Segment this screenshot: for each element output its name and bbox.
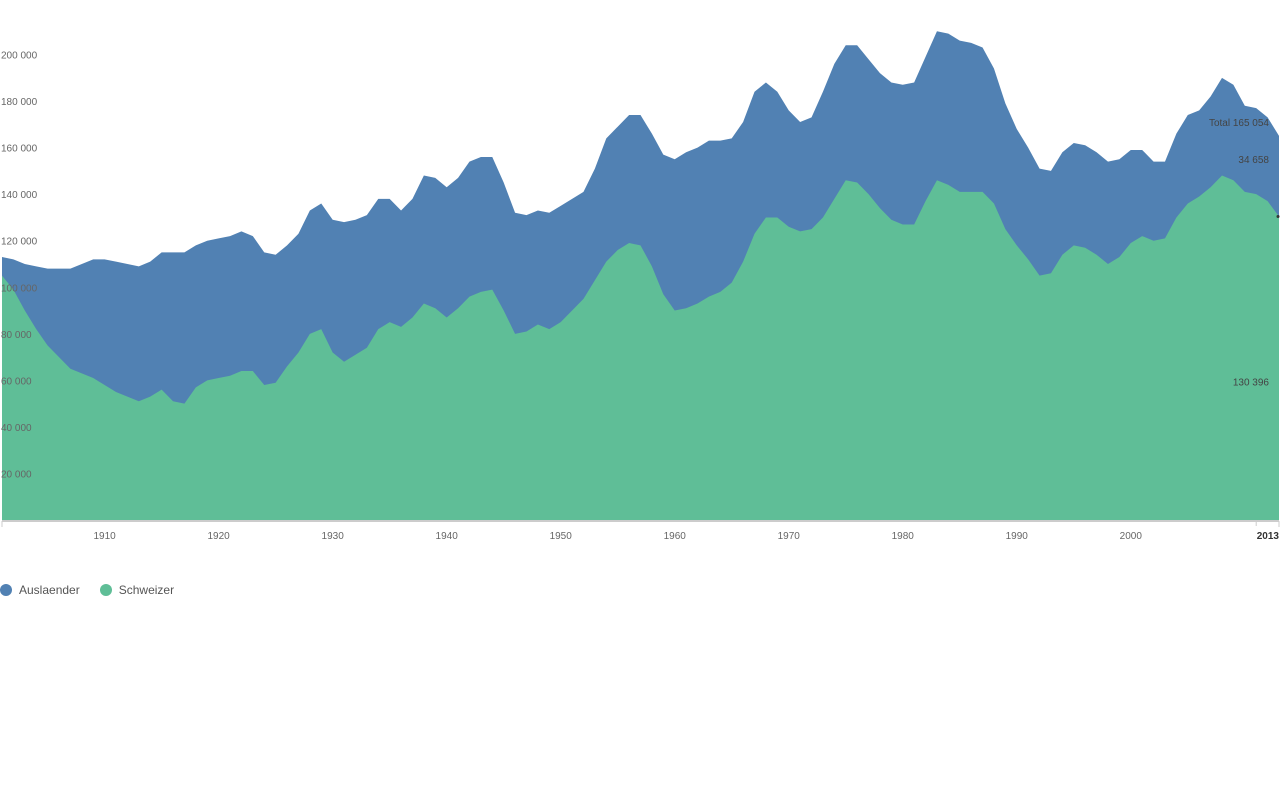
y-tick-label: 40 000 bbox=[1, 423, 32, 434]
y-tick-label: 180 000 bbox=[1, 97, 38, 108]
y-tick-label: 20 000 bbox=[1, 469, 32, 480]
y-tick-label: 140 000 bbox=[1, 190, 38, 201]
x-tick-label: 1950 bbox=[550, 531, 573, 542]
legend-item-schweizer[interactable]: Schweizer bbox=[99, 583, 175, 597]
y-tick-label: 80 000 bbox=[1, 330, 32, 341]
legend-item-auslaender[interactable]: Auslaender bbox=[0, 583, 80, 597]
y-tick-label: 120 000 bbox=[1, 237, 38, 248]
legend: Auslaender Schweizer bbox=[0, 583, 174, 597]
stacked-area-chart: 1910 1920 1930 1940 1950 1960 1970 1980 1990 2000… bbox=[1, 31, 1280, 542]
area-schweizer bbox=[2, 175, 1279, 520]
x-tick-label: 1920 bbox=[208, 531, 231, 542]
x-tick-label: 2000 bbox=[1120, 531, 1143, 542]
end-marker bbox=[1276, 215, 1280, 219]
y-tick-label: 60 000 bbox=[1, 376, 32, 387]
x-tick-label: 1980 bbox=[892, 531, 915, 542]
x-tick-label: 1960 bbox=[664, 531, 687, 542]
y-tick-label: 100 000 bbox=[1, 283, 38, 294]
schweizer-end-label: 130 396 bbox=[1233, 377, 1270, 388]
x-tick-label: 1970 bbox=[778, 531, 801, 542]
y-tick-label: 200 000 bbox=[1, 51, 38, 62]
legend-dot-schweizer bbox=[99, 584, 112, 596]
x-tick-label: 1910 bbox=[93, 531, 116, 542]
legend-dot-auslaender bbox=[0, 584, 12, 596]
x-tick-label: 1930 bbox=[322, 531, 345, 542]
y-tick-label: 160 000 bbox=[1, 144, 38, 155]
total-end-label: Total 165 054 bbox=[1209, 118, 1269, 129]
x-tick-label: 1990 bbox=[1006, 531, 1029, 542]
legend-label-auslaender: Auslaender bbox=[19, 583, 80, 597]
auslaender-end-label: 34 658 bbox=[1238, 155, 1269, 166]
x-tick-label-end: 2013 bbox=[1257, 531, 1280, 542]
legend-label-schweizer: Schweizer bbox=[118, 583, 175, 597]
x-tick-label: 1940 bbox=[436, 531, 459, 542]
